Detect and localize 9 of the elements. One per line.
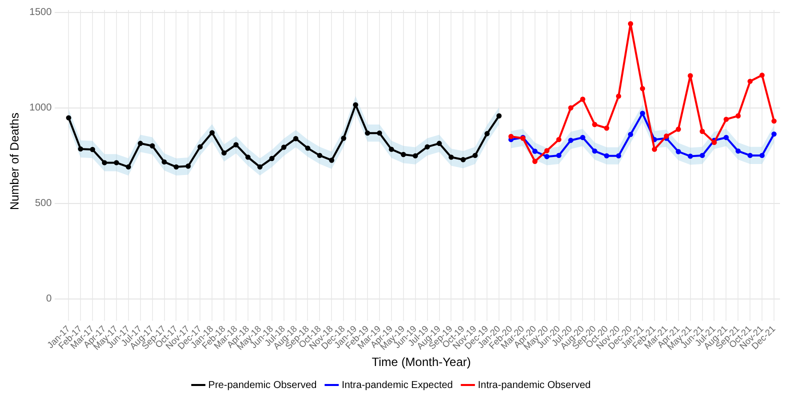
x-axis-title: Time (Month-Year) xyxy=(372,355,471,370)
y-tick-label: 1000 xyxy=(29,102,52,114)
y-tick-label: 500 xyxy=(34,198,52,210)
y-axis-title: Number of Deaths xyxy=(8,112,22,210)
legend-label: Intra-pandemic Expected xyxy=(342,380,453,391)
y-tick-label: 1500 xyxy=(29,7,52,18)
legend-label: Pre-pandemic Observed xyxy=(208,380,317,391)
legend-label: Intra-pandemic Observed xyxy=(478,380,591,391)
y-tick-label: 0 xyxy=(46,294,52,305)
